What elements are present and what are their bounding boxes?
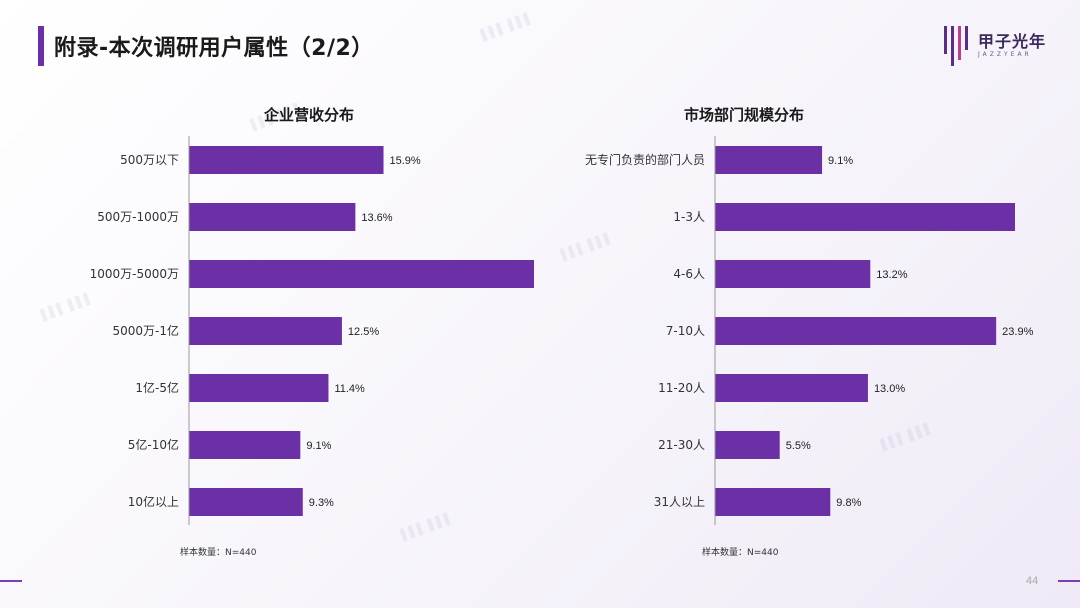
- bar: [189, 317, 342, 345]
- bar: [715, 203, 1015, 231]
- revenue-bar-chart: 500万以下 15.9% 500万-1000万 13.6% 1000万-5000万 500…: [90, 136, 534, 525]
- data-label: 11.4%: [334, 383, 365, 395]
- category-label: 4-6人: [673, 267, 705, 281]
- bar: [189, 488, 303, 516]
- bar: [715, 431, 780, 459]
- footer-line-right: [1058, 580, 1080, 582]
- category-label: 1-3人: [673, 210, 705, 224]
- chart-title-department: 市场部门规模分布: [684, 106, 805, 124]
- page-number: 44: [1026, 575, 1039, 587]
- bar: [715, 317, 997, 345]
- category-label: 21-30人: [658, 438, 705, 452]
- bar: [715, 374, 868, 402]
- data-label: 13.0%: [874, 383, 905, 395]
- category-label: 5000万-1亿: [112, 323, 179, 338]
- category-label: 7-10人: [666, 324, 705, 338]
- data-label: 23.9%: [1002, 326, 1033, 338]
- chart-title-revenue: 企业营收分布: [264, 106, 355, 124]
- bar: [189, 146, 384, 174]
- category-label: 1亿-5亿: [135, 380, 179, 395]
- bar: [715, 146, 823, 174]
- data-label: 13.6%: [361, 212, 392, 224]
- logo-subtext: JAZZYEAR: [978, 51, 1032, 58]
- category-label: 11-20人: [658, 381, 705, 395]
- category-label: 无专门负责的部门人员: [585, 152, 705, 167]
- bar: [715, 488, 831, 516]
- footer-line-left: [0, 580, 22, 582]
- department-bar-chart: 无专门负责的部门人员 9.1% 1-3人 4-6人 13.2% 7-10人 23.9% 11-…: [585, 136, 1034, 525]
- data-label: 12.5%: [348, 326, 379, 338]
- data-label: 9.8%: [836, 497, 861, 509]
- data-label: 15.9%: [390, 155, 421, 167]
- category-label: 1000万-5000万: [90, 267, 179, 281]
- category-label: 500万-1000万: [97, 210, 179, 224]
- bar: [189, 203, 356, 231]
- category-label: 5亿-10亿: [128, 437, 179, 452]
- brand-logo: 甲子光年 JAZZYEAR: [942, 24, 1052, 68]
- category-label: 500万以下: [120, 153, 179, 167]
- bar: [715, 260, 871, 288]
- category-label: 31人以上: [654, 495, 705, 509]
- logo-icon: [944, 26, 968, 66]
- data-label: 5.5%: [786, 440, 811, 452]
- sample-note-revenue: 样本数量：N=440: [180, 548, 257, 558]
- logo-text: 甲子光年: [978, 32, 1047, 51]
- data-label: 13.2%: [876, 269, 907, 281]
- bar: [189, 260, 534, 288]
- watermark: ▌▌▌ ▌▌▌: [479, 11, 535, 42]
- sample-note-department: 样本数量：N=440: [702, 548, 779, 558]
- title-accent-bar: [38, 26, 44, 66]
- category-label: 10亿以上: [128, 494, 179, 509]
- data-label: 9.1%: [828, 155, 853, 167]
- page-title: 附录-本次调研用户属性（2/2）: [54, 36, 374, 61]
- data-label: 9.3%: [309, 497, 334, 509]
- data-label: 9.1%: [306, 440, 331, 452]
- bar: [189, 431, 301, 459]
- bar: [189, 374, 329, 402]
